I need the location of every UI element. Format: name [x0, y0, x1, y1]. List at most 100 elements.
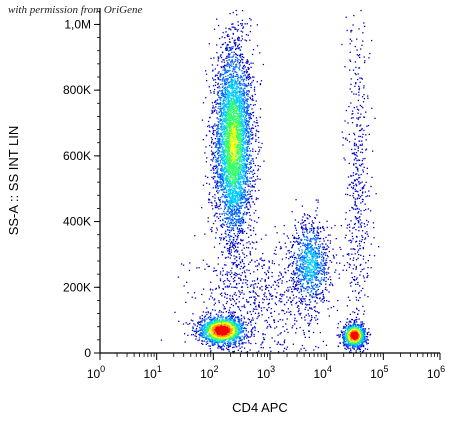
event-point [222, 188, 224, 190]
event-point [348, 321, 350, 323]
event-point [355, 259, 358, 261]
event-point [236, 212, 238, 214]
event-point [253, 186, 255, 188]
event-point [209, 340, 211, 343]
event-point [217, 91, 219, 93]
event-point [224, 90, 226, 92]
event-point [299, 270, 302, 272]
event-point [286, 296, 288, 298]
event-point [364, 225, 366, 228]
event-point [198, 267, 200, 269]
event-point [225, 93, 227, 95]
event-point [219, 37, 221, 40]
event-point [300, 239, 303, 241]
event-point [353, 319, 355, 322]
event-point [305, 224, 307, 226]
event-point [222, 288, 224, 290]
event-point [223, 237, 226, 239]
event-point [241, 328, 243, 331]
event-point [216, 74, 218, 77]
event-point [256, 286, 258, 288]
event-point [254, 125, 257, 127]
event-point [290, 251, 292, 253]
event-point [355, 143, 357, 145]
event-point [255, 179, 257, 181]
event-point [197, 323, 199, 325]
event-point [358, 117, 360, 119]
event-point [358, 325, 360, 327]
event-point [236, 66, 238, 68]
event-point [315, 319, 317, 321]
event-point [220, 74, 223, 76]
event-point [220, 144, 223, 146]
event-point [261, 278, 263, 280]
event-point [350, 349, 352, 351]
event-point [207, 120, 210, 123]
event-point [215, 288, 217, 290]
event-point [210, 316, 212, 319]
event-point [240, 330, 242, 332]
event-point [354, 204, 356, 206]
event-point [240, 186, 243, 188]
event-point [361, 181, 363, 183]
event-point [250, 142, 252, 145]
event-point [240, 279, 242, 281]
event-point [238, 306, 240, 308]
event-point [320, 277, 323, 279]
event-point [223, 187, 226, 190]
event-point [311, 262, 313, 264]
event-point [358, 67, 361, 69]
event-point [345, 269, 348, 271]
event-point [320, 279, 322, 281]
event-point [254, 308, 256, 310]
event-point [285, 246, 287, 248]
event-point [349, 351, 351, 353]
event-point [232, 80, 234, 82]
event-point [218, 190, 220, 192]
event-point [222, 43, 225, 45]
event-point [207, 176, 209, 179]
event-point [226, 225, 228, 228]
event-point [295, 285, 297, 287]
event-point [238, 335, 240, 338]
event-point [229, 257, 231, 259]
event-point [288, 265, 290, 267]
event-point [246, 206, 248, 208]
event-point [235, 224, 237, 226]
event-point [247, 85, 249, 87]
event-point [222, 78, 224, 80]
event-point [244, 335, 246, 338]
event-point [245, 91, 248, 93]
event-point [237, 24, 239, 26]
event-point [308, 279, 310, 282]
event-point [303, 333, 305, 336]
event-point [256, 317, 258, 320]
event-point [241, 204, 244, 207]
event-point [305, 227, 307, 229]
event-point [242, 220, 245, 222]
event-point [201, 328, 204, 330]
event-point [228, 201, 231, 203]
event-point [345, 325, 348, 327]
event-point [236, 81, 238, 83]
event-point [247, 132, 249, 134]
event-point [290, 241, 292, 243]
event-point [342, 269, 344, 271]
event-point [303, 272, 306, 275]
event-point [362, 169, 364, 171]
event-point [245, 167, 248, 169]
event-point [317, 261, 319, 264]
event-point [217, 77, 219, 79]
event-point [221, 201, 224, 203]
event-point [250, 113, 252, 116]
event-point [207, 217, 209, 219]
event-point [352, 187, 355, 189]
event-point [216, 110, 218, 112]
event-point [308, 304, 311, 306]
event-point [231, 51, 233, 53]
event-point [306, 281, 308, 283]
event-point [294, 317, 296, 319]
event-point [226, 301, 228, 303]
event-point [252, 104, 255, 106]
event-point [216, 117, 218, 119]
